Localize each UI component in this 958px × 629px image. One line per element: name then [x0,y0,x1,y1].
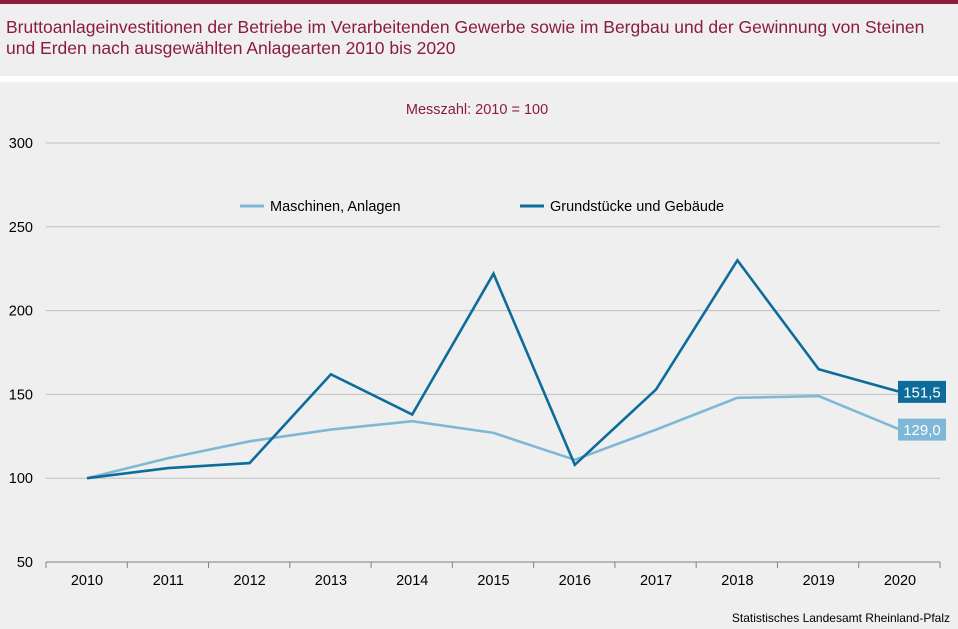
x-tick-label: 2014 [396,573,428,589]
chart-subtitle: Messzahl: 2010 = 100 [406,102,548,118]
x-tick-label: 2020 [884,573,916,589]
y-tick-label: 100 [9,471,33,487]
end-label-maschinen-anlagen: 129,0 [903,422,941,439]
legend-label-grundstuecke-gebaeude: Grundstücke und Gebäude [550,199,724,215]
x-tick-label: 2018 [721,573,753,589]
x-tick-label: 2011 [153,573,184,589]
series-line-grundstuecke-gebaeude [86,258,901,480]
legend-label-maschinen-anlagen: Maschinen, Anlagen [270,199,401,215]
source-note: Statistisches Landesamt Rheinland-Pfalz [731,611,950,625]
end-label-box-maschinen-anlagen [898,418,946,441]
x-tick-label: 2010 [71,573,103,589]
y-tick-label: 200 [9,304,33,320]
chart-area [0,82,958,629]
end-label-box-grundstuecke-gebaeude [898,380,946,403]
x-tick-label: 2016 [559,573,591,589]
x-tick-label: 2015 [477,573,509,589]
top-accent-bar [0,0,958,4]
x-tick-label: 2017 [640,573,672,589]
y-tick-label: 250 [9,220,33,236]
title-area: Bruttoanlageinvestitionen der Betriebe i… [0,4,958,76]
y-tick-label: 300 [9,136,33,152]
y-tick-label: 150 [9,387,33,403]
x-tick-label: 2012 [233,573,265,589]
chart-title: Bruttoanlageinvestitionen der Betriebe i… [6,17,925,58]
end-label-grundstuecke-gebaeude: 151,5 [903,384,941,401]
x-tick-label: 2019 [803,573,835,589]
y-tick-label: 50 [17,555,33,571]
x-tick-label: 2013 [315,573,347,589]
